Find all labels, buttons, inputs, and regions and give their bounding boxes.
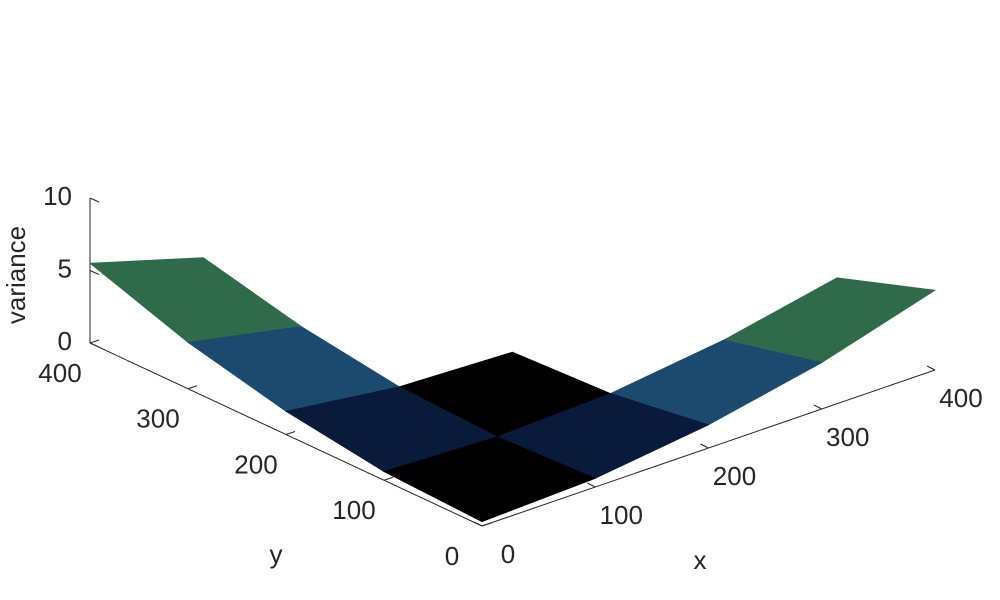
y-tick-label: 200 [234, 449, 277, 479]
y-tick-label: 300 [136, 404, 179, 434]
x-tick-label: 300 [826, 422, 869, 452]
surface-patch [88, 257, 303, 343]
z-tick [89, 342, 100, 348]
x-tick [700, 443, 709, 449]
y-tick [383, 476, 394, 481]
z-tick [89, 197, 100, 203]
y-tick-label: 400 [38, 358, 81, 388]
y-tick [89, 339, 100, 344]
x-tick-label: 0 [501, 539, 515, 569]
z-axis-label: variance [1, 226, 31, 324]
y-tick [187, 385, 198, 390]
y-axis-label: y [270, 539, 283, 569]
y-tick [481, 522, 492, 527]
x-tick-label: 200 [713, 461, 756, 491]
z-tick-label: 10 [43, 181, 72, 211]
x-tick [926, 365, 936, 371]
z-tick-label: 5 [58, 253, 72, 283]
y-tick-label: 0 [445, 541, 459, 571]
x-tick-label: 400 [939, 383, 982, 413]
y-tick [285, 431, 296, 435]
x-tick [813, 404, 822, 410]
z-tick [89, 270, 100, 275]
x-tick [587, 482, 596, 488]
surface-patch [382, 436, 597, 523]
x-tick-label: 100 [600, 500, 643, 530]
z-tick-label: 0 [58, 326, 72, 356]
x-axis-label: x [694, 545, 707, 575]
x-tick [473, 521, 483, 527]
y-tick-label: 100 [332, 495, 375, 525]
